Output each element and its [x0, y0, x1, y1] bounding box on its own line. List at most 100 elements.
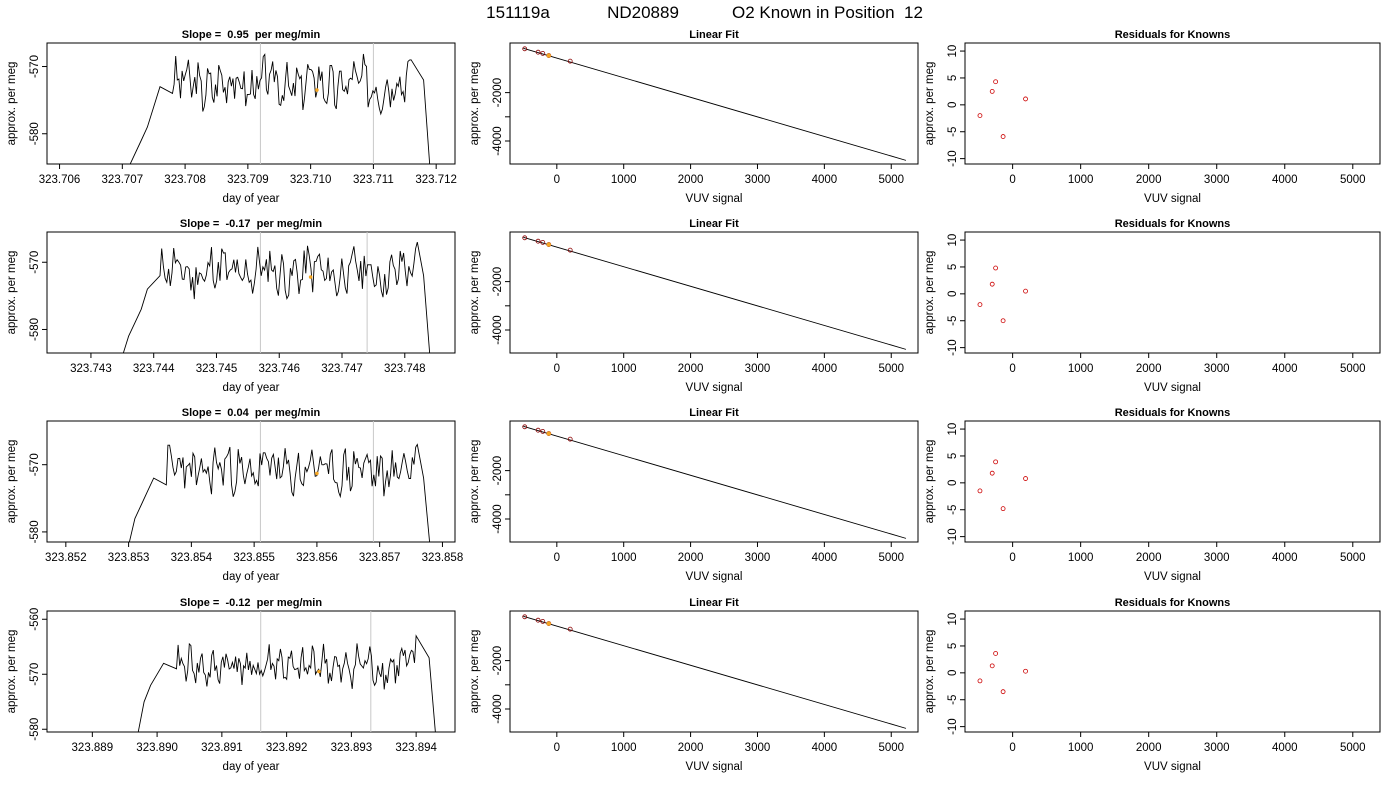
x-tick-label: 2000 [1136, 363, 1162, 375]
plot-area [522, 614, 907, 729]
x-tick-label: 5000 [1340, 742, 1366, 754]
y-tick-label: -580 [29, 318, 41, 341]
y-tick-label: 10 [947, 423, 959, 436]
x-tick-label: 4000 [812, 552, 838, 564]
panel-title: Slope = -0.17 per meg/min [180, 218, 322, 230]
y-tick-label: -4000 [492, 126, 504, 155]
x-tick-label: 323.710 [290, 174, 332, 186]
panel-title: Residuals for Knowns [1115, 218, 1231, 230]
x-tick-label: 323.854 [171, 552, 213, 564]
plot-area [137, 611, 436, 732]
x-tick-label: 323.891 [201, 742, 243, 754]
x-tick-label: 4000 [1272, 174, 1298, 186]
plot-area [129, 43, 431, 164]
x-axis-label: VUV signal [686, 571, 743, 583]
fit-point [540, 51, 546, 56]
x-axis-label: VUV signal [1144, 571, 1201, 583]
plot-frame [46, 610, 456, 733]
x-axis-label: VUV signal [686, 382, 743, 394]
fit-point [567, 247, 573, 253]
y-tick-label: -5 [947, 695, 959, 705]
trace-line [137, 634, 436, 732]
panel-grid: Slope = 0.95 per meg/min 323.706 323.707 32… [6, 29, 1381, 773]
y-tick-label: -4000 [492, 315, 504, 344]
fit-point [522, 424, 528, 430]
x-tick-label: 323.894 [395, 742, 437, 754]
y-tick-label: 0 [947, 102, 959, 108]
residual-point [977, 113, 983, 118]
x-tick-label: 5000 [1340, 363, 1366, 375]
y-tick-label: -570 [29, 55, 41, 78]
x-tick-label: 3000 [745, 742, 771, 754]
plot-area [977, 651, 1028, 695]
x-tick-label: 323.707 [102, 174, 144, 186]
y-tick-label: 10 [947, 234, 959, 247]
panel-6-residuals: Residuals for Knowns 0 1000 2000 3000 4000 500… [924, 218, 1381, 394]
x-tick-label: 323.712 [415, 174, 457, 186]
y-axis-label: approx. per meg [924, 62, 936, 146]
x-tick-label: 3000 [1204, 552, 1230, 564]
x-tick-label: 1000 [1068, 742, 1094, 754]
orange-point [546, 53, 551, 58]
residual-point [1000, 134, 1006, 139]
orange-marker [308, 275, 313, 279]
trace-line [128, 443, 431, 542]
panel-title: Linear Fit [689, 218, 739, 230]
x-tick-label: 323.853 [108, 552, 150, 564]
x-tick-label: 2000 [678, 174, 704, 186]
x-tick-label: 323.708 [164, 174, 206, 186]
y-axis-label: approx. per meg [924, 440, 936, 524]
y-tick-label: -10 [947, 528, 959, 545]
orange-marker [315, 471, 319, 476]
trace-line [129, 53, 431, 164]
panel-title: Residuals for Knowns [1115, 29, 1231, 41]
x-tick-label: 4000 [1272, 363, 1298, 375]
x-tick-label: 323.857 [359, 552, 401, 564]
fit-point [567, 626, 573, 632]
panel-title: Residuals for Knowns [1115, 597, 1231, 609]
plot-frame [509, 610, 919, 733]
fit-point [567, 436, 573, 442]
plot-frame [46, 231, 456, 354]
panel-5-linear-fit: Linear Fit 0 1000 2000 3000 4000 5000 -2000 -400… [469, 218, 919, 394]
y-tick-label: 10 [947, 613, 959, 626]
x-axis-label: VUV signal [1144, 193, 1201, 205]
fit-point [567, 58, 573, 64]
plot-frame [509, 42, 919, 165]
x-axis-label: VUV signal [1144, 761, 1201, 773]
figure-title-description: O2 Known in Position 12 [732, 3, 923, 22]
orange-point [546, 242, 551, 247]
figure-title-sample-id: 151119a [486, 3, 550, 22]
residual-point [1023, 288, 1028, 294]
panel-title: Linear Fit [689, 29, 739, 41]
plot-frame [509, 420, 919, 543]
x-tick-label: 0 [1009, 363, 1015, 375]
x-tick-label: 5000 [1340, 174, 1366, 186]
panel-title: Linear Fit [689, 597, 739, 609]
x-tick-label: 1000 [1068, 552, 1094, 564]
plot-area [977, 459, 1028, 512]
y-tick-label: -4000 [492, 694, 504, 723]
y-tick-label: 10 [947, 45, 959, 58]
x-tick-label: 323.852 [45, 552, 87, 564]
fit-point [535, 427, 541, 433]
x-tick-label: 5000 [1340, 552, 1366, 564]
panel-3-residuals: Residuals for Knowns 0 1000 2000 3000 4000 500… [924, 29, 1381, 205]
figure-title-tank-id: ND20889 [607, 3, 679, 22]
y-tick-label: -560 [29, 608, 41, 631]
x-tick-label: 323.889 [72, 742, 114, 754]
x-tick-label: 5000 [878, 742, 904, 754]
fit-point [540, 240, 546, 245]
y-axis-label: approx. per meg [6, 440, 18, 524]
residual-point [977, 678, 983, 684]
x-tick-label: 1000 [1068, 363, 1094, 375]
y-axis-label: approx. per meg [469, 251, 481, 335]
residual-point [989, 663, 995, 669]
x-tick-label: 3000 [1204, 742, 1230, 754]
orange-marker [315, 88, 319, 92]
x-tick-label: 3000 [1204, 174, 1230, 186]
residual-point [977, 488, 983, 494]
x-tick-label: 323.893 [331, 742, 373, 754]
plot-frame [964, 42, 1381, 165]
x-tick-label: 323.748 [384, 363, 426, 375]
